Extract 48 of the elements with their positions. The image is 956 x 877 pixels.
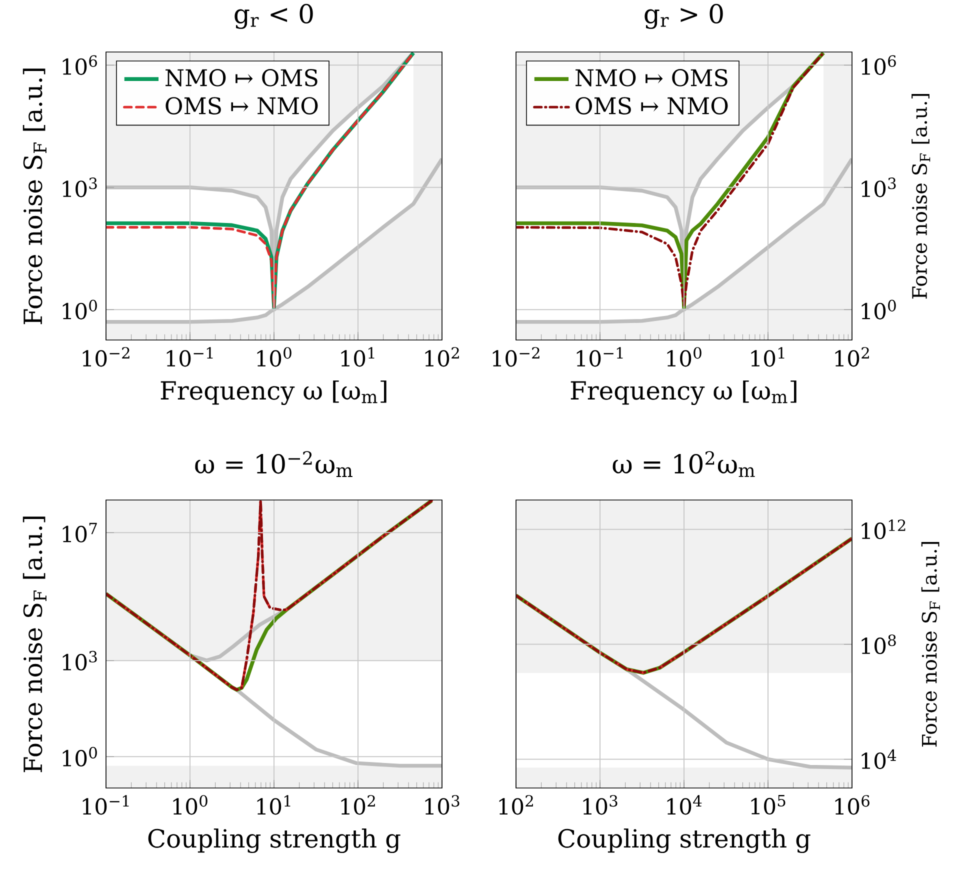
y-axis-title: Force noise S$_{F}$ [a.u.] [22, 68, 46, 324]
x-tick-label: 10$^{0}$ [173, 795, 208, 815]
x-tick-label: 10$^{1}$ [257, 795, 290, 815]
x-tick-label: 10$^{3}$ [583, 795, 618, 815]
x-tick-label: 10$^{−2}$ [492, 347, 540, 367]
x-tick-label: 10$^{2}$ [499, 795, 533, 815]
chart-title: ω = 10$^{−2}$ω$_{m}$ [195, 451, 352, 477]
x-tick-label: 10$^{2}$ [425, 347, 459, 367]
x-axis-title: Coupling strength g [148, 828, 400, 854]
y-tick-label: 10$^{3}$ [62, 178, 97, 198]
x-tick-label: 10$^{−1}$ [166, 347, 213, 367]
y-axis-title: Force noise S$_{F}$ [a.u.] [22, 516, 46, 772]
x-tick-label: 10$^{1}$ [341, 347, 374, 367]
y-tick-label: 10$^{7}$ [62, 522, 97, 542]
x-tick-label: 10$^{6}$ [835, 795, 870, 815]
y-tick-label: 10$^{6}$ [62, 55, 97, 75]
legend-label: NMO ↦ OMS [166, 69, 318, 86]
x-axis-title: Frequency ω [ω$_{m}$] [570, 380, 796, 406]
x-tick-label: 10$^{2}$ [835, 347, 869, 367]
x-tick-label: 10$^{2}$ [341, 795, 375, 815]
x-tick-label: 10$^{0}$ [257, 347, 292, 367]
x-tick-label: 10$^{−1}$ [82, 795, 129, 815]
legend-label: OMS ↦ NMO [166, 97, 318, 114]
y-tick-label: 10$^{12}$ [862, 520, 906, 540]
y-axis-title: Force noise S$_{F}$ [a.u.] [912, 94, 930, 299]
x-tick-label: 10$^{3}$ [425, 795, 460, 815]
y-tick-label: 10$^{0}$ [62, 300, 97, 320]
x-tick-label: 10$^{5}$ [751, 795, 786, 815]
y-tick-label: 10$^{0}$ [62, 746, 97, 767]
x-tick-label: 10$^{0}$ [667, 347, 702, 367]
x-tick-label: 10$^{−1}$ [576, 347, 623, 367]
x-tick-label: 10$^{−2}$ [82, 347, 130, 367]
y-tick-label: 10$^{0}$ [862, 300, 896, 320]
x-axis-title: Coupling strength g [558, 828, 810, 854]
y-tick-label: 10$^{8}$ [862, 634, 896, 654]
x-tick-label: 10$^{4}$ [667, 795, 702, 815]
y-axis-title: Force noise S$_{F}$ [a.u.] [921, 542, 940, 747]
y-tick-label: 10$^{4}$ [862, 749, 896, 770]
y-tick-label: 10$^{3}$ [862, 178, 896, 198]
chart-title: g$_{r}$ < 0 [234, 4, 313, 29]
chart-title: g$_{r}$ > 0 [644, 4, 723, 29]
chart-title: ω = 10$^{2}$ω$_{m}$ [612, 451, 755, 477]
y-tick-label: 10$^{6}$ [862, 55, 896, 75]
y-tick-label: 10$^{3}$ [62, 650, 97, 671]
x-tick-label: 10$^{1}$ [751, 347, 784, 367]
x-axis-title: Frequency ω [ω$_{m}$] [160, 380, 386, 406]
legend-label: OMS ↦ NMO [576, 97, 728, 114]
legend-label: NMO ↦ OMS [576, 69, 728, 86]
